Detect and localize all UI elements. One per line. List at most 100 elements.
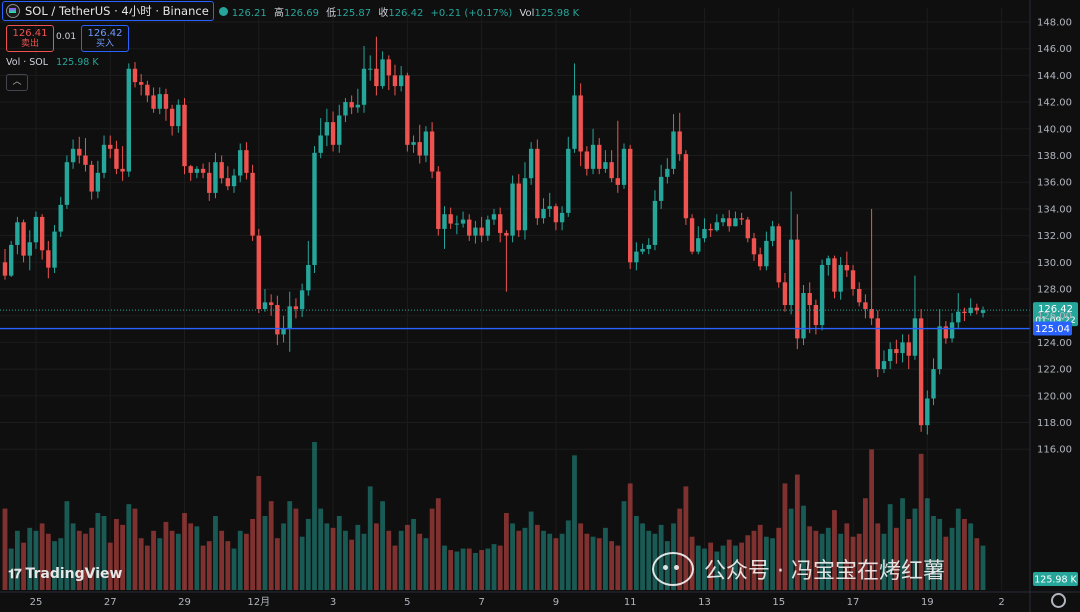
volume-bar bbox=[565, 520, 571, 590]
volume-bar bbox=[974, 538, 980, 590]
volume-bar bbox=[782, 483, 788, 590]
candle-body bbox=[132, 68, 138, 83]
candle-body bbox=[863, 302, 868, 310]
volume-bar bbox=[200, 545, 206, 590]
volume-bar bbox=[281, 523, 286, 590]
candle-body bbox=[757, 254, 763, 267]
candle-body bbox=[962, 311, 967, 314]
volume-bar bbox=[881, 533, 887, 590]
candle-body bbox=[609, 162, 614, 179]
candle-body bbox=[584, 151, 590, 169]
volume-bar bbox=[615, 545, 621, 590]
volume-bar bbox=[380, 501, 385, 590]
candle-body bbox=[176, 104, 181, 127]
change-value: +0.21 (+0.17%) bbox=[430, 7, 513, 19]
candle-body bbox=[696, 238, 701, 252]
candle-body bbox=[423, 131, 429, 156]
vol-label: Vol bbox=[519, 7, 535, 19]
candle-body bbox=[850, 270, 856, 289]
volume-bar bbox=[262, 516, 268, 590]
volume-bar bbox=[646, 530, 652, 590]
spread-value: 0.01 bbox=[56, 32, 77, 42]
candle-body bbox=[906, 342, 911, 356]
buy-button[interactable]: 126.42 买入 bbox=[81, 25, 129, 52]
candle-body bbox=[411, 142, 416, 145]
watermark-text: 公众号 · 冯宝宝在烤红薯 bbox=[704, 559, 945, 584]
sell-label: 卖出 bbox=[20, 38, 39, 49]
candle-body bbox=[108, 144, 113, 149]
y-tick-label: 132.00 bbox=[1037, 231, 1072, 242]
candle-body bbox=[250, 172, 255, 236]
candle-body bbox=[559, 212, 565, 223]
candle-body bbox=[498, 214, 503, 233]
y-tick-label: 128.00 bbox=[1037, 285, 1072, 296]
volume-bar bbox=[299, 536, 305, 590]
candle-body bbox=[101, 144, 107, 173]
candle-body bbox=[194, 168, 200, 173]
volume-bar bbox=[801, 505, 806, 590]
candle-body bbox=[727, 218, 732, 227]
candle-body bbox=[368, 68, 373, 70]
volume-bar bbox=[392, 545, 398, 590]
volume-bar bbox=[788, 508, 794, 590]
high-value: 126.69 bbox=[283, 7, 319, 19]
buy-price: 126.42 bbox=[87, 27, 123, 39]
volume-bar bbox=[875, 523, 881, 590]
tradingview-mark-icon: 𝟏𝟕 bbox=[8, 566, 22, 582]
market-status-icon bbox=[218, 6, 228, 16]
volume-bar bbox=[466, 548, 472, 590]
symbol-selector[interactable]: SOL / TetherUS · 4小时 · Binance bbox=[2, 1, 214, 21]
volume-bar bbox=[912, 508, 918, 590]
volume-bar bbox=[2, 508, 8, 590]
y-tick-label: 126.00 bbox=[1037, 311, 1072, 322]
candle-body bbox=[27, 242, 32, 256]
chevron-up-icon[interactable]: ︿ bbox=[6, 74, 28, 91]
settings-gear-icon[interactable] bbox=[1051, 593, 1066, 608]
candle-body bbox=[58, 204, 63, 232]
volume-bar bbox=[386, 530, 392, 590]
candle-body bbox=[436, 171, 441, 229]
candle-body bbox=[398, 75, 404, 87]
volume-bar bbox=[627, 483, 633, 590]
volume-bar bbox=[547, 533, 553, 590]
volume-bar bbox=[924, 498, 930, 590]
volume-bar bbox=[27, 527, 33, 590]
volume-bar bbox=[559, 533, 565, 590]
volume-bar bbox=[497, 545, 503, 590]
candle-body bbox=[324, 122, 330, 136]
volume-bar bbox=[702, 548, 707, 590]
volume-bar bbox=[398, 530, 404, 590]
volume-bar bbox=[225, 541, 231, 590]
volume-bar bbox=[435, 498, 441, 590]
volume-bar bbox=[107, 542, 113, 590]
volume-legend-label: Vol · SOL bbox=[6, 57, 49, 68]
volume-bar bbox=[726, 539, 732, 590]
candle-body bbox=[925, 398, 930, 426]
tradingview-logo-text: TradingView bbox=[25, 566, 123, 582]
candle-body bbox=[677, 131, 682, 155]
symbol-title: SOL / TetherUS · 4小时 · Binance bbox=[25, 4, 209, 18]
vol-value: 125.98 K bbox=[534, 7, 580, 19]
candle-body bbox=[869, 309, 874, 319]
candle-body bbox=[547, 206, 552, 209]
last-price-tag bbox=[1033, 302, 1078, 327]
candle-body bbox=[337, 115, 342, 145]
candle-body bbox=[652, 200, 658, 245]
volume-bar bbox=[349, 539, 355, 590]
candle-body bbox=[572, 95, 577, 149]
volume-bar bbox=[52, 541, 57, 590]
volume-bar bbox=[720, 545, 726, 590]
volume-bar bbox=[151, 530, 156, 590]
volume-bar bbox=[305, 518, 311, 590]
x-tick-label: 29 bbox=[178, 597, 191, 608]
x-tick-label: 7 bbox=[478, 597, 484, 608]
candle-body bbox=[615, 178, 621, 185]
candle-body bbox=[256, 235, 261, 310]
candle-body bbox=[460, 219, 466, 224]
volume-bar bbox=[429, 508, 435, 590]
candle-body bbox=[392, 75, 398, 87]
volume-bar bbox=[949, 527, 955, 590]
sell-button[interactable]: 126.41 卖出 bbox=[6, 25, 54, 52]
